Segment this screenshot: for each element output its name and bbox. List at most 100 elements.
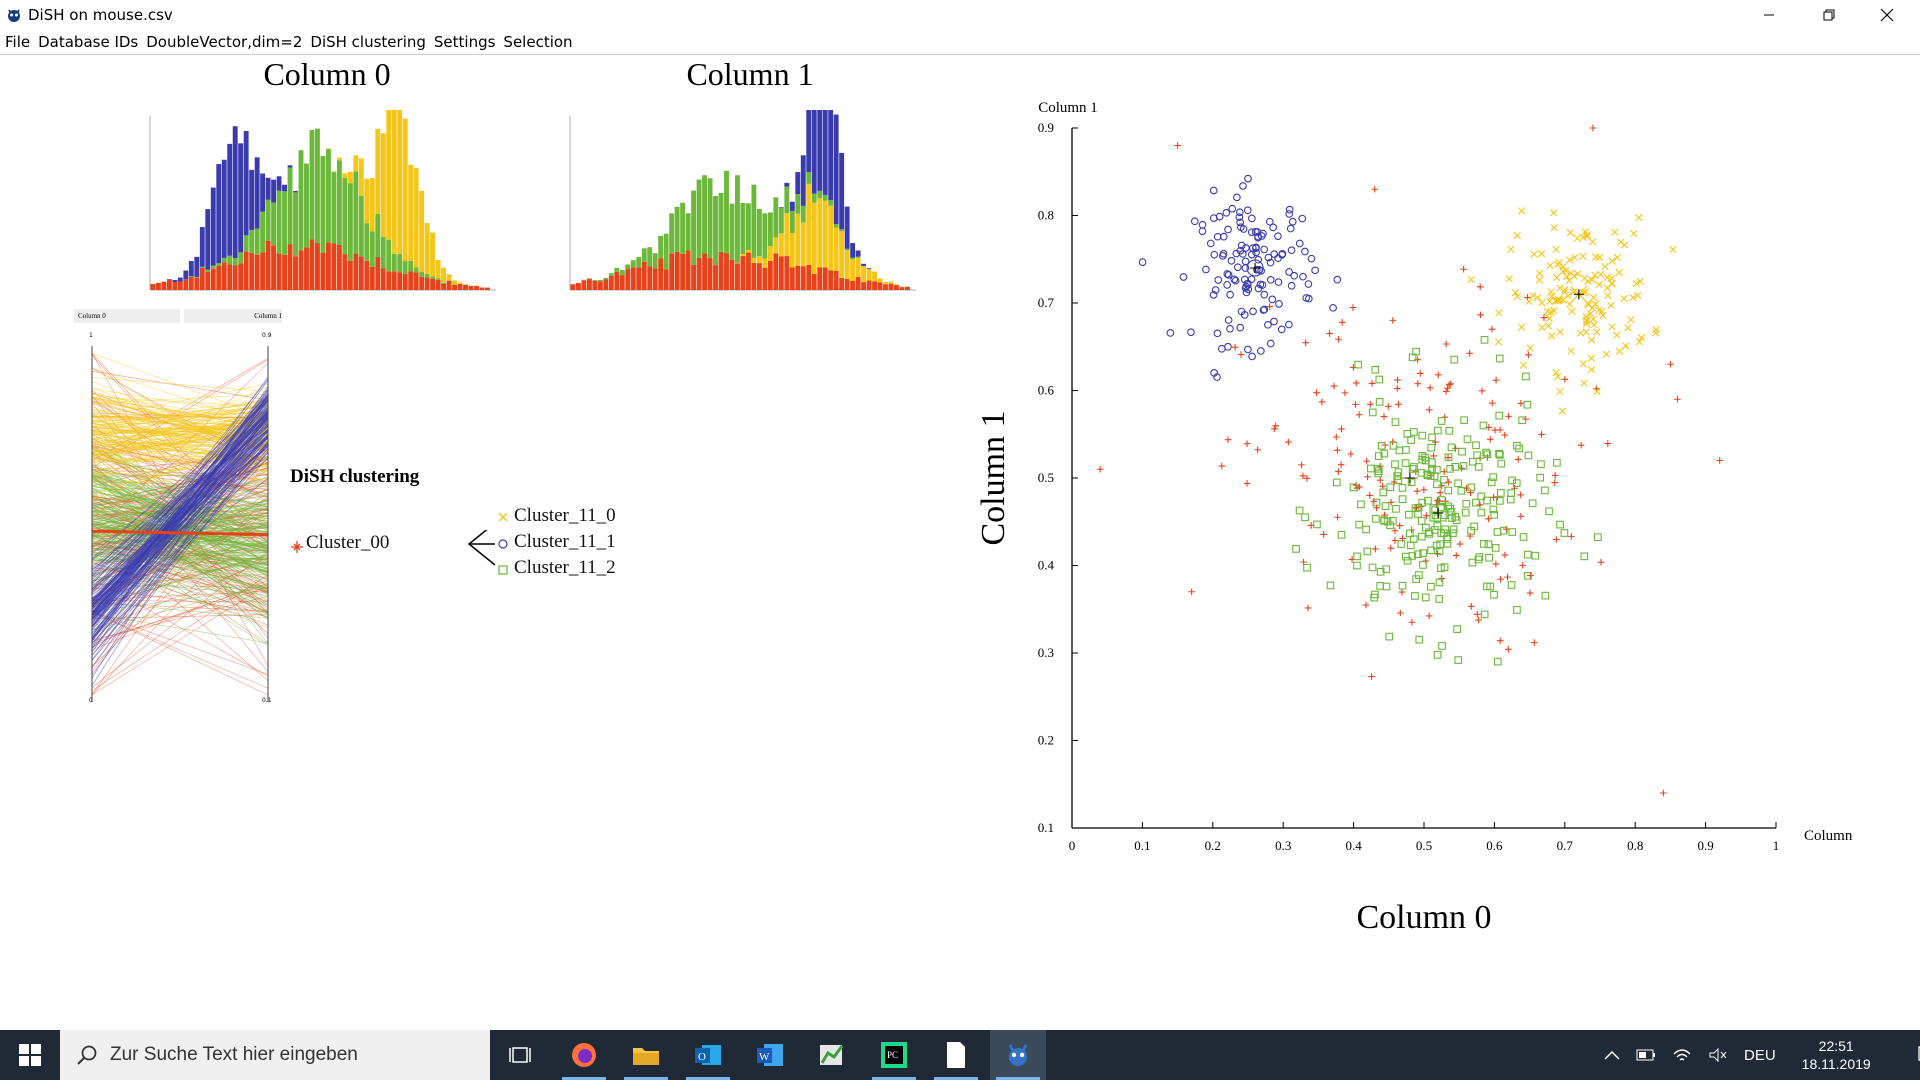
legend-item-cluster-11-0[interactable]: Cluster_11_0 xyxy=(514,505,616,526)
clock[interactable]: 22:51 18.11.2019 xyxy=(1802,1037,1871,1073)
histogram-bar xyxy=(221,159,227,258)
task-view-icon xyxy=(509,1047,531,1063)
menu-settings[interactable]: Settings xyxy=(433,33,496,51)
scatter-point-cluster-00 xyxy=(1597,558,1605,566)
scatter-point-cluster-00 xyxy=(1335,468,1342,475)
menu-file[interactable]: File xyxy=(5,33,31,51)
close-button[interactable] xyxy=(1858,0,1916,30)
scatter-point-cluster-00 xyxy=(1430,452,1437,460)
scatter-point-cluster-11-2 xyxy=(1427,443,1436,452)
scatter-point-cluster-11-2 xyxy=(1382,582,1391,591)
histogram-bar xyxy=(745,252,751,290)
menu-doublevector[interactable]: DoubleVector,dim=2 xyxy=(146,33,303,51)
scatter-point-cluster-11-2 xyxy=(1536,473,1545,482)
scatter-point-cluster-11-2 xyxy=(1397,540,1406,548)
histogram-bar xyxy=(199,227,205,267)
scatter-point-cluster-11-2 xyxy=(1391,460,1399,469)
menu-selection[interactable]: Selection xyxy=(503,33,573,51)
histogram-column-1[interactable] xyxy=(560,110,930,310)
scatter-point-cluster-11-2 xyxy=(1435,595,1444,603)
taskbar-search-box[interactable]: Zur Suche Text hier eingeben xyxy=(60,1030,490,1080)
scatter-point-cluster-11-1 xyxy=(1285,210,1294,218)
scatter-point-cluster-11-1 xyxy=(1287,281,1296,290)
scatter-point-cluster-00 xyxy=(1475,616,1482,624)
scatter-point-cluster-11-2 xyxy=(1480,610,1489,619)
parallel-axis-label-1[interactable]: Column 1 xyxy=(184,309,282,323)
scatter-point-cluster-00 xyxy=(1434,497,1441,504)
start-button[interactable] xyxy=(0,1030,60,1080)
scatter-point-cluster-11-2 xyxy=(1391,418,1400,427)
scatter-point-cluster-11-2 xyxy=(1354,360,1363,369)
taskbar-word[interactable]: W xyxy=(742,1030,798,1080)
chevron-up-icon[interactable] xyxy=(1604,1050,1620,1060)
histogram-bar xyxy=(402,273,408,290)
histogram-bar xyxy=(325,149,331,243)
legend-item-cluster-11-1[interactable]: Cluster_11_1 xyxy=(514,531,616,552)
scatter-plot[interactable]: 0 0.1 0.2 0.3 0.4 0.5 0.6 0.7 0.8 0.9 1 0.1 0.2 0.3 0.… xyxy=(960,90,1860,950)
scatter-point-cluster-11-0 xyxy=(1566,256,1574,264)
active-indicator xyxy=(624,1077,668,1080)
scatter-point-cluster-11-1 xyxy=(1247,228,1256,237)
histogram-bar xyxy=(441,267,447,283)
histogram-bar xyxy=(463,284,468,290)
scatter-point-cluster-11-2 xyxy=(1418,431,1427,440)
taskbar-chart-app[interactable] xyxy=(804,1030,860,1080)
histogram-bar xyxy=(194,277,200,290)
histogram-bar xyxy=(877,282,883,290)
histogram-bar xyxy=(331,171,337,173)
scatter-point-cluster-00 xyxy=(1334,447,1341,454)
scatter-point-cluster-00 xyxy=(1271,425,1278,433)
parallel-axis-label-0[interactable]: Column 0 xyxy=(74,309,180,323)
taskbar-file-explorer[interactable] xyxy=(618,1030,674,1080)
taskbar-notepad[interactable] xyxy=(928,1030,984,1080)
elki-icon xyxy=(1008,1044,1028,1066)
scatter-point-cluster-00 xyxy=(1444,454,1452,461)
histogram-bar xyxy=(463,284,468,285)
task-view-button[interactable] xyxy=(492,1030,548,1080)
menu-database-ids[interactable]: Database IDs xyxy=(38,33,139,51)
legend-item-cluster-00[interactable]: Cluster_00 xyxy=(306,532,390,553)
legend-item-cluster-11-2[interactable]: Cluster_11_2 xyxy=(514,557,616,578)
scatter-point-cluster-00 xyxy=(1266,303,1274,310)
histogram-column-0[interactable] xyxy=(140,110,510,310)
restore-button[interactable] xyxy=(1800,0,1858,30)
notification-icon[interactable] xyxy=(1917,1045,1920,1065)
scatter-point-cluster-00 xyxy=(1299,472,1307,480)
taskbar-firefox[interactable] xyxy=(556,1030,612,1080)
taskbar-outlook[interactable]: O xyxy=(680,1030,736,1080)
scatter-point-cluster-11-0 xyxy=(1652,325,1660,334)
scatter-point-cluster-11-2 xyxy=(1594,533,1602,542)
menu-dish-clustering[interactable]: DiSH clustering xyxy=(310,33,426,51)
parallel-coordinates-plot[interactable] xyxy=(80,330,290,710)
language-indicator[interactable]: DEU xyxy=(1744,1046,1776,1064)
scatter-point-cluster-00 xyxy=(1272,422,1280,430)
close-icon xyxy=(1880,8,1894,22)
histogram-bar xyxy=(452,284,457,285)
parallel-line xyxy=(91,389,269,627)
search-placeholder: Zur Suche Text hier eingeben xyxy=(110,1044,358,1065)
scatter-point-cluster-11-1 xyxy=(1217,344,1226,353)
scatter-point-cluster-11-0 xyxy=(1513,292,1522,301)
scatter-point-cluster-11-2 xyxy=(1480,336,1489,344)
taskbar-elki[interactable] xyxy=(990,1030,1046,1080)
minimize-button[interactable] xyxy=(1740,0,1798,30)
scatter-point-cluster-11-0 xyxy=(1588,276,1596,284)
histogram-bar xyxy=(685,250,691,290)
histogram-bar xyxy=(625,264,631,270)
taskbar-pycharm[interactable]: PC xyxy=(866,1030,922,1080)
scatter-point-cluster-11-0 xyxy=(1554,297,1562,305)
battery-icon[interactable] xyxy=(1636,1049,1656,1061)
histogram-bar xyxy=(592,280,598,290)
scatter-point-cluster-11-2 xyxy=(1452,516,1461,524)
speaker-muted-icon[interactable] xyxy=(1708,1047,1728,1063)
histogram-bar xyxy=(817,198,823,268)
histogram-bar xyxy=(249,169,255,230)
scatter-point-cluster-11-2 xyxy=(1417,469,1426,477)
wifi-icon[interactable] xyxy=(1672,1047,1692,1063)
histogram-bar xyxy=(260,211,266,253)
histogram-bar xyxy=(375,213,381,258)
scatter-point-cluster-11-0 xyxy=(1562,272,1571,281)
scatter-point-cluster-00 xyxy=(1349,304,1357,311)
histogram-bar xyxy=(789,201,795,211)
scatter-point-cluster-11-2 xyxy=(1467,526,1475,535)
